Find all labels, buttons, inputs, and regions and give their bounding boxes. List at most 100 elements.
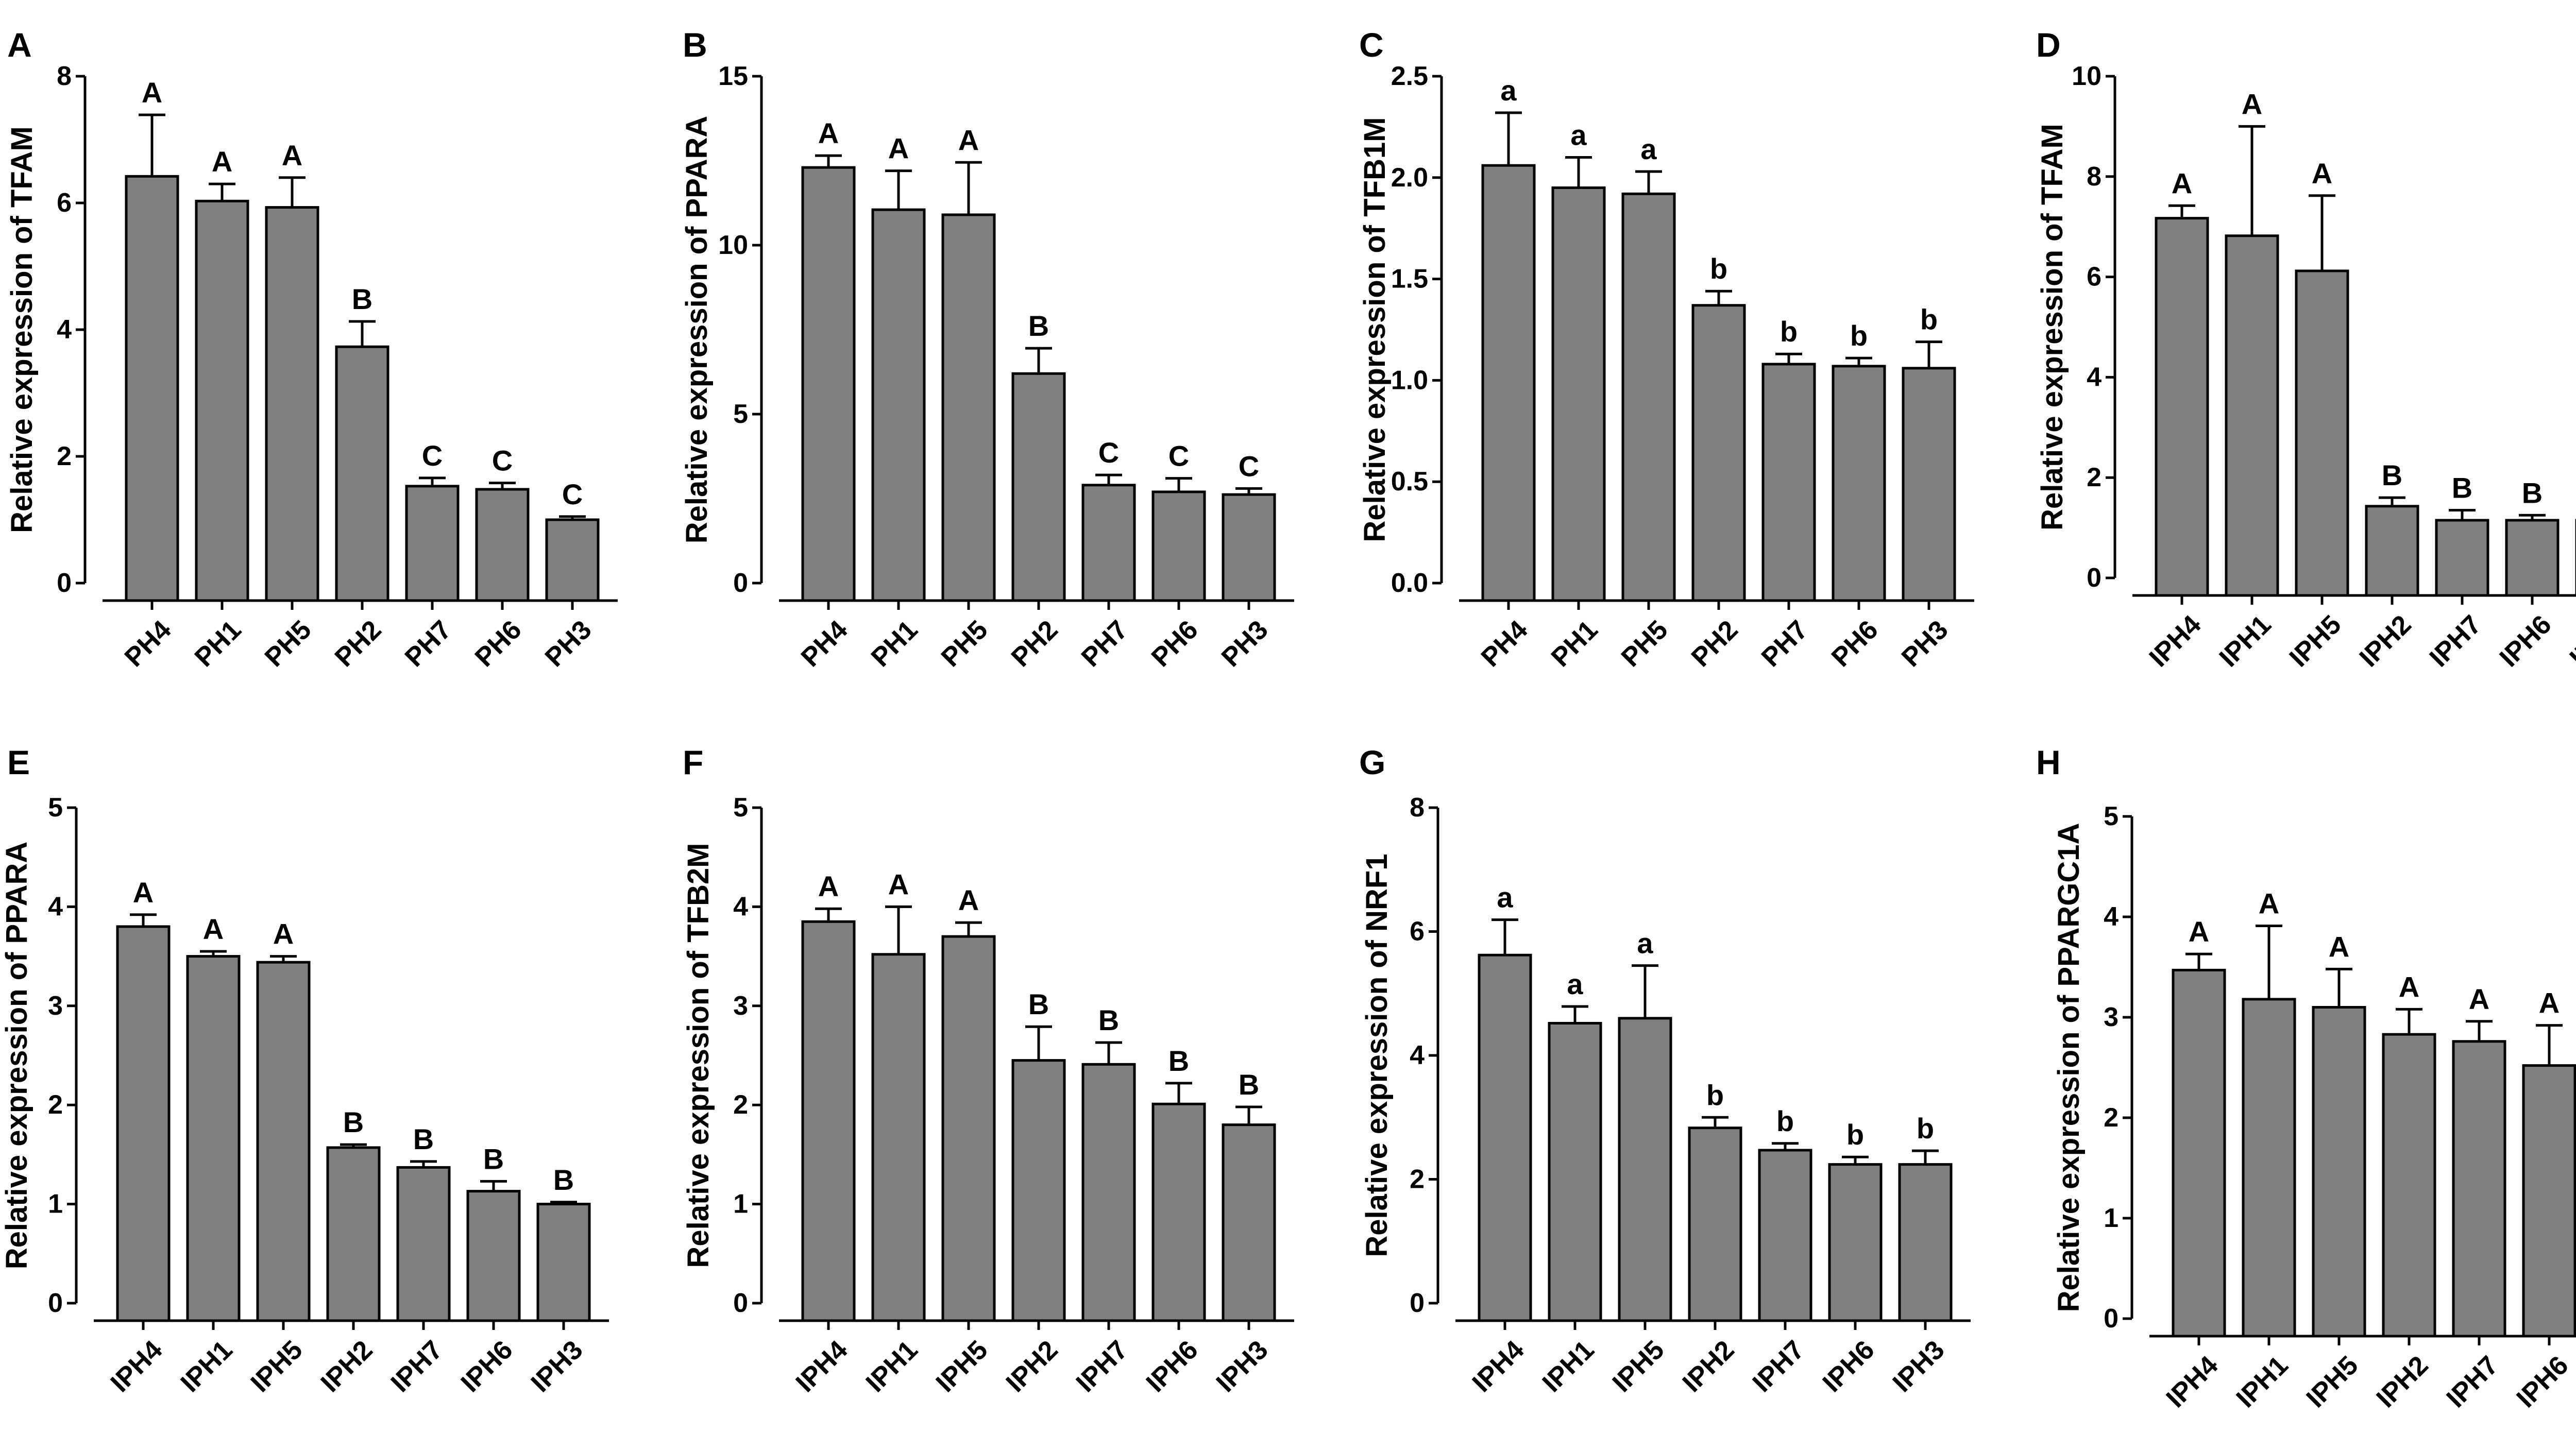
y-axis-label: Relative expression of PPARGC1A	[2052, 823, 2086, 1312]
significance-label-ph7: C	[422, 439, 443, 472]
y-axis-label: Relative expression of PPARA	[0, 842, 33, 1270]
bar-iph5	[2312, 1006, 2366, 1338]
bar-iph1	[2225, 234, 2279, 597]
significance-label-ph6: C	[1168, 440, 1189, 472]
y-tick-label: 8	[57, 61, 72, 91]
bar-iph2	[1011, 1059, 1066, 1322]
bar-iph5	[941, 935, 996, 1322]
significance-label-iph5: A	[958, 884, 979, 916]
x-tick-label-iph6: IPH6	[455, 1335, 519, 1398]
y-tick-label: 3	[48, 991, 63, 1021]
significance-label-iph2: B	[343, 1106, 364, 1138]
bar-ph4	[801, 166, 856, 602]
y-tick-label: 5	[2104, 801, 2119, 831]
x-tick-label-iph7: IPH7	[1747, 1335, 1810, 1398]
y-tick-label: 4	[1410, 1040, 1425, 1070]
bar-iph7	[1758, 1149, 1812, 1322]
y-tick-label: 0.5	[1391, 467, 1428, 497]
significance-label-iph4: A	[133, 876, 154, 909]
y-tick-label: 0.0	[1391, 568, 1428, 598]
y-tick-label: 0	[733, 1288, 748, 1318]
x-tick-label-iph3: IPH3	[1211, 1335, 1274, 1398]
y-tick-label: 8	[2087, 162, 2102, 192]
bar-iph2	[1688, 1126, 1742, 1322]
significance-label-ph5: A	[958, 124, 979, 156]
y-tick-label: 1	[2104, 1203, 2119, 1233]
x-tick-label-iph5: IPH5	[2284, 609, 2347, 673]
x-tick-label-iph3: IPH3	[2564, 609, 2576, 673]
y-tick-label: 2	[2104, 1103, 2119, 1133]
x-tick-label-iph1: IPH1	[2231, 1350, 2294, 1413]
bar-iph5	[1618, 1017, 1672, 1322]
bar-ph3	[1902, 367, 1956, 602]
bar-iph4	[2172, 968, 2226, 1338]
x-tick-label-iph4: IPH4	[1467, 1335, 1530, 1398]
significance-label-iph1: A	[2259, 887, 2279, 920]
bar-iph7	[1081, 1063, 1136, 1322]
bar-ph3	[545, 518, 600, 602]
bar-ph2	[335, 345, 389, 602]
y-axis-label: Relative expression of PPARA	[680, 116, 714, 544]
x-tick-label-iph2: IPH2	[315, 1335, 379, 1398]
x-tick-label-iph6: IPH6	[2511, 1350, 2574, 1413]
x-tick-label-iph6: IPH6	[2494, 609, 2557, 673]
panel-f: F Relative expression of TFB2M 0 1 2 3 4 5 A IPH4…	[682, 743, 1294, 1398]
x-tick-label-iph4: IPH4	[105, 1335, 168, 1398]
significance-label-ph5: a	[1640, 133, 1657, 165]
y-tick-label: 10	[2072, 61, 2102, 91]
significance-label-ph1: a	[1570, 118, 1587, 151]
x-tick-label-iph2: IPH2	[2354, 609, 2417, 673]
x-tick-label-iph1: IPH1	[1537, 1335, 1600, 1398]
significance-label-iph1: A	[203, 913, 224, 945]
bar-ph7	[1081, 484, 1136, 602]
bar-iph4	[116, 925, 171, 1322]
y-tick-label: 15	[718, 61, 748, 91]
x-tick-label-iph3: IPH3	[526, 1335, 589, 1398]
bar-iph7	[2452, 1040, 2506, 1338]
x-tick-label-iph4: IPH4	[2144, 609, 2207, 673]
y-axis-label: Relative expression of TFB2M	[682, 843, 715, 1268]
panel-letter-c: C	[1359, 26, 1384, 64]
panel-b: B Relative expression of PPARA 0 5 10 15 A PH4 A…	[680, 26, 1294, 673]
significance-label-ph5: A	[282, 139, 302, 172]
y-tick-label: 3	[2104, 1002, 2119, 1032]
bar-ph1	[1551, 186, 1606, 602]
bar-ph4	[125, 175, 179, 602]
y-tick-label: 3	[733, 991, 748, 1021]
y-tick-label: 0	[733, 568, 748, 598]
bar-iph5	[256, 961, 311, 1322]
significance-label-iph4: A	[2189, 915, 2209, 948]
panel-letter-f: F	[683, 743, 703, 781]
x-tick-label-iph2: IPH2	[2371, 1350, 2434, 1413]
bar-ph3	[1222, 493, 1276, 602]
y-tick-label: 0	[48, 1288, 63, 1318]
significance-label-iph7: B	[413, 1123, 434, 1155]
y-tick-label: 1	[733, 1189, 748, 1219]
y-axis-label: Relative expression of TFAM	[5, 126, 39, 533]
y-tick-label: 2	[48, 1090, 63, 1120]
x-tick-label-iph2: IPH2	[1001, 1335, 1064, 1398]
significance-label-iph3: B	[553, 1164, 574, 1196]
significance-label-iph2: A	[2399, 970, 2419, 1003]
x-tick-label-ph5: PH5	[936, 614, 994, 673]
significance-label-iph3: b	[1917, 1112, 1934, 1145]
x-tick-label-ph1: PH1	[866, 614, 924, 673]
x-tick-label-ph1: PH1	[189, 614, 247, 673]
bar-ph5	[941, 213, 996, 602]
x-tick-label-iph1: IPH1	[860, 1335, 924, 1398]
significance-label-iph6: A	[2539, 987, 2560, 1019]
x-tick-label-ph6: PH6	[1826, 614, 1884, 673]
x-tick-label-iph1: IPH1	[2214, 609, 2277, 673]
significance-label-ph7: b	[1780, 315, 1798, 348]
significance-label-iph1: A	[888, 868, 909, 900]
y-tick-label: 4	[733, 892, 748, 921]
y-tick-label: 0	[57, 568, 72, 598]
panel-c: C Relative expression of TFB1M 0.0 0.5 1.0 1.…	[1358, 26, 1974, 673]
panel-g: G Relative expression of NRF1 0 2 4 6 8 a IPH4 a I…	[1359, 743, 1971, 1398]
significance-label-iph4: A	[818, 870, 839, 902]
significance-label-ph4: A	[142, 76, 162, 109]
y-tick-label: 2	[1410, 1165, 1425, 1194]
bar-iph2	[2365, 505, 2419, 597]
x-tick-label-ph2: PH2	[1686, 614, 1744, 673]
